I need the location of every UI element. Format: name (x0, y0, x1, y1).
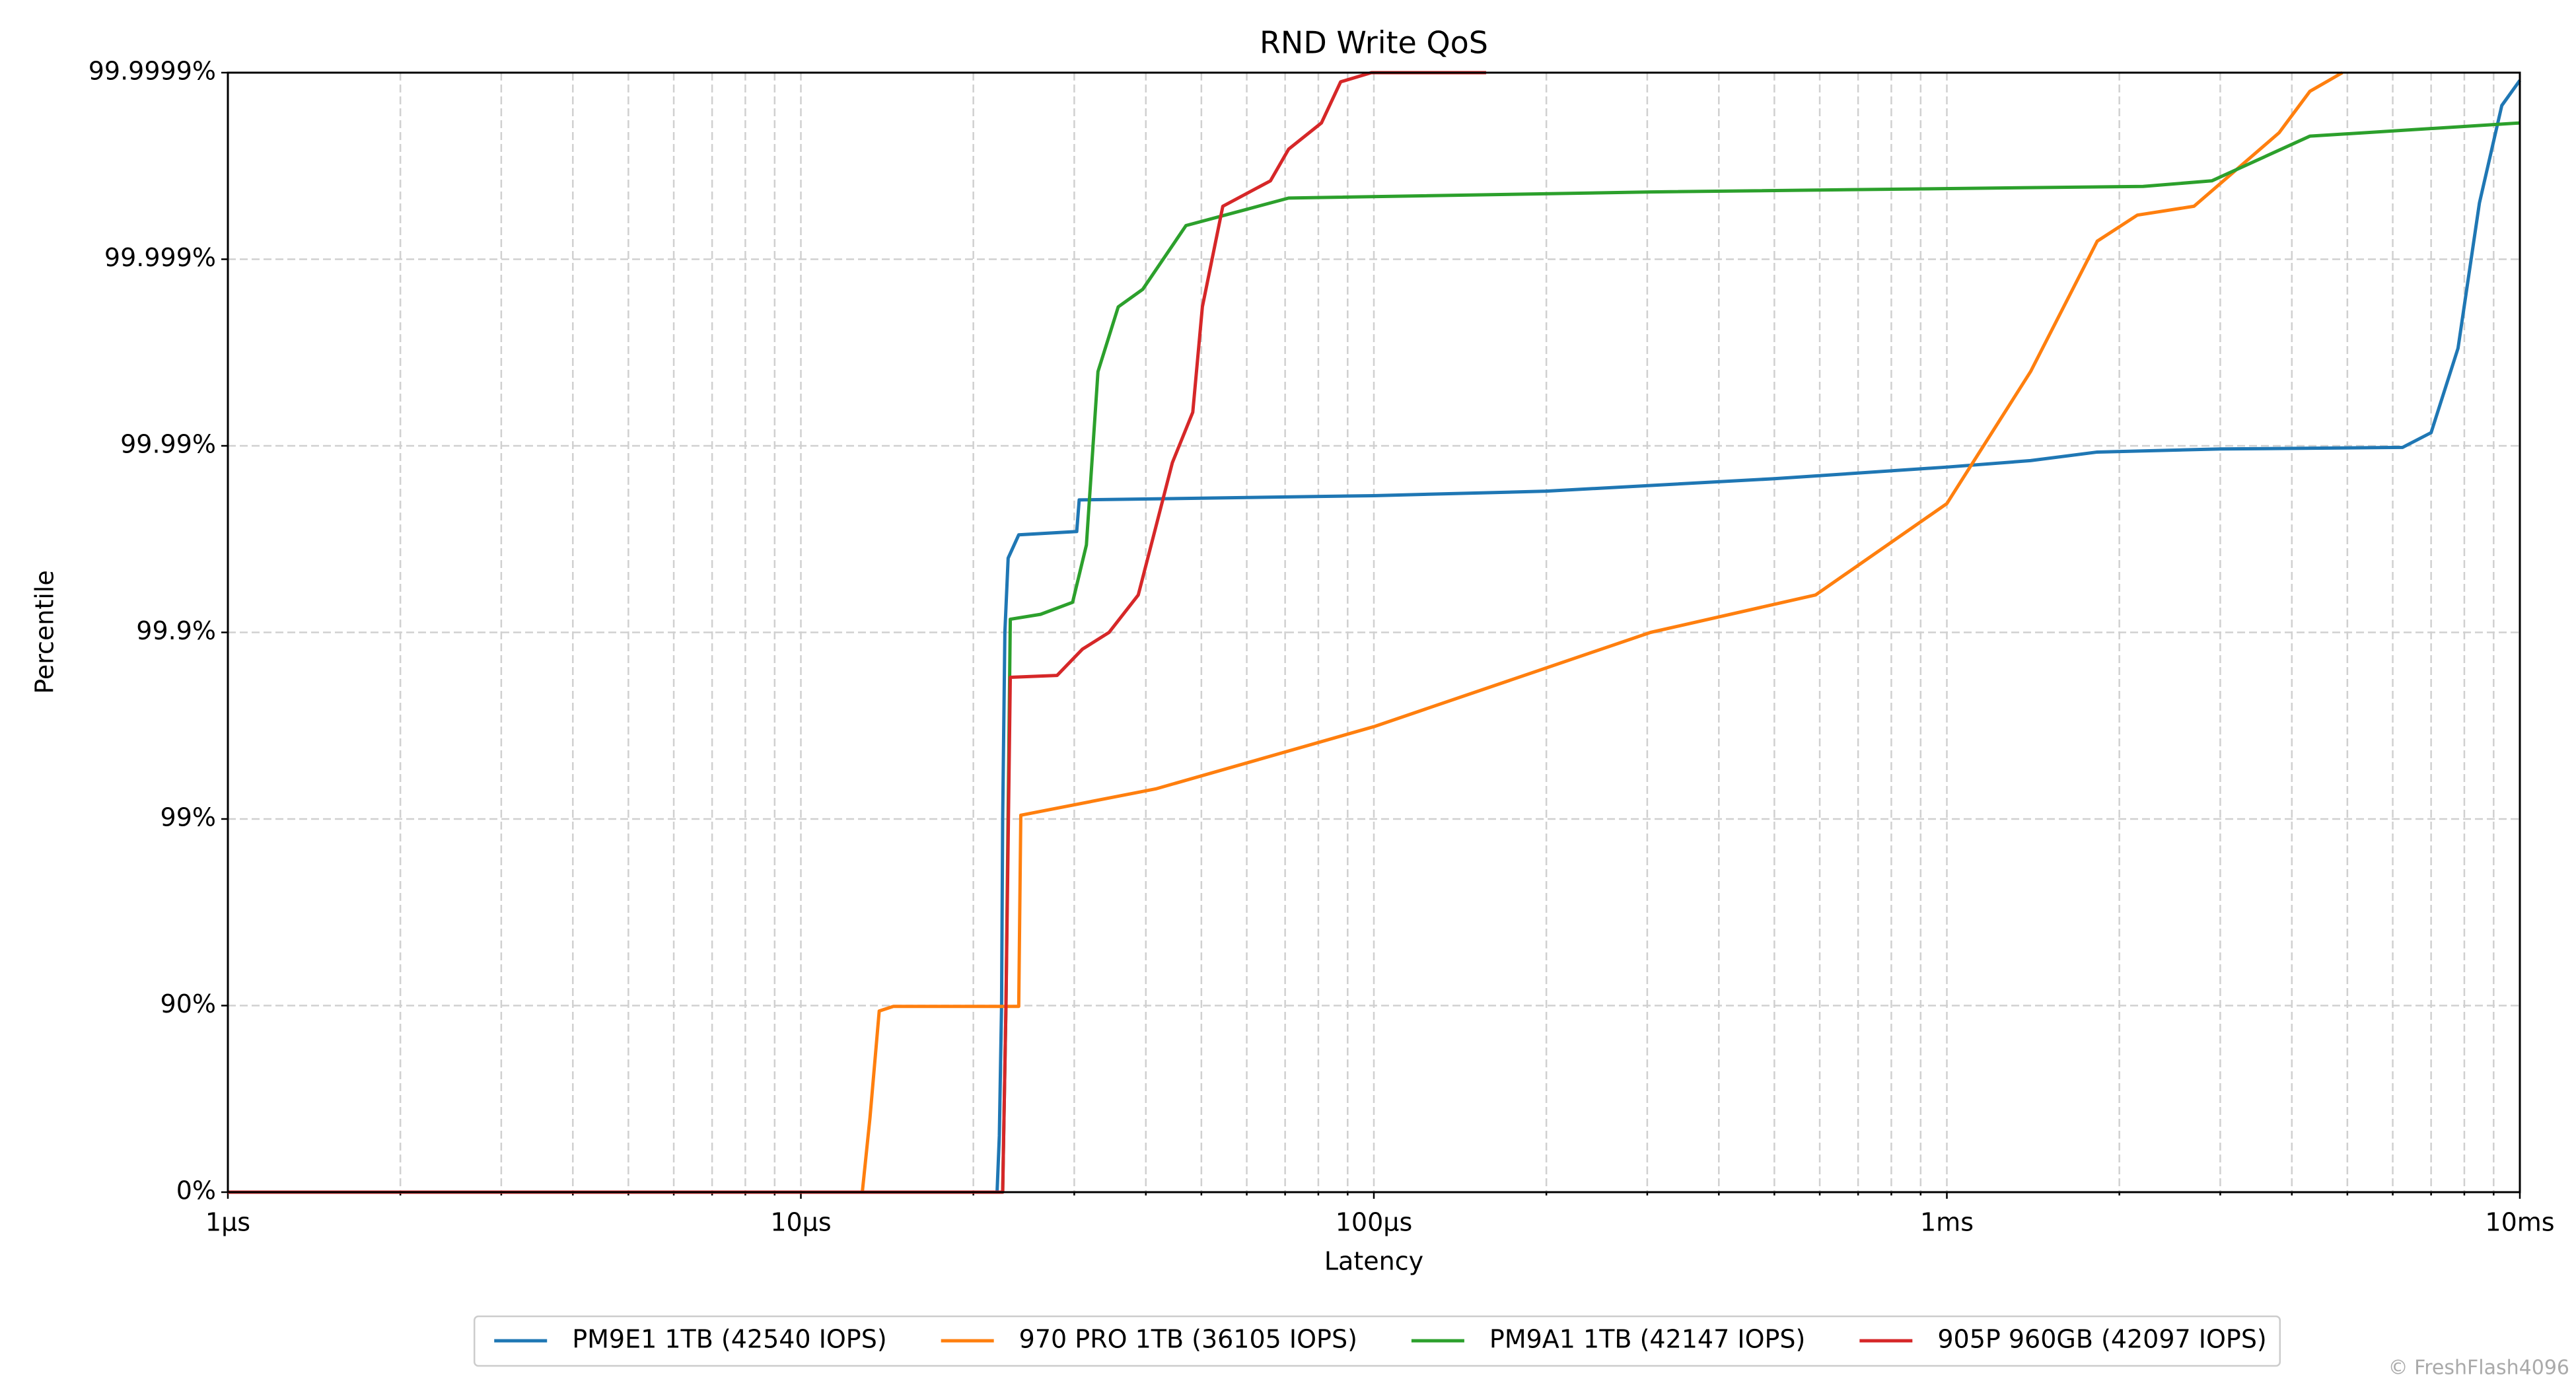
legend-label: 905P 960GB (42097 IOPS) (1937, 1325, 2266, 1354)
legend-label: PM9E1 1TB (42540 IOPS) (572, 1325, 886, 1354)
series-line (228, 71, 2343, 1194)
legend: PM9E1 1TB (42540 IOPS) 970 PRO 1TB (36105… (473, 1315, 2281, 1367)
chart-title: RND Write QoS (1260, 25, 1488, 61)
y-tick-label: 99.999% (104, 243, 216, 272)
y-axis-label: Percentile (30, 570, 59, 694)
legend-frame (473, 1315, 2281, 1367)
y-tick-label: 99.9999% (89, 57, 216, 86)
legend-label: 970 PRO 1TB (36105 IOPS) (1019, 1325, 1357, 1354)
y-tick-label: 0% (176, 1176, 216, 1205)
x-tick-label: 1µs (205, 1208, 250, 1237)
y-tick-label: 99% (161, 803, 216, 832)
x-tick-label: 1ms (1920, 1208, 1974, 1237)
series-line (228, 71, 1486, 1194)
x-tick-label: 100µs (1336, 1208, 1413, 1237)
plot-frame (227, 71, 2521, 1193)
series-line (228, 79, 2522, 1194)
x-axis-label: Latency (1324, 1247, 1423, 1276)
watermark: © FreshFlash4096 (2388, 1357, 2569, 1380)
y-tick-label: 99.99% (120, 430, 216, 459)
x-tick-label: 10µs (770, 1208, 831, 1237)
x-tick-label: 10ms (2485, 1208, 2554, 1237)
y-tick-label: 90% (161, 989, 216, 1018)
legend-label: PM9A1 1TB (42147 IOPS) (1489, 1325, 1805, 1354)
y-tick-label: 99.9% (136, 616, 216, 645)
